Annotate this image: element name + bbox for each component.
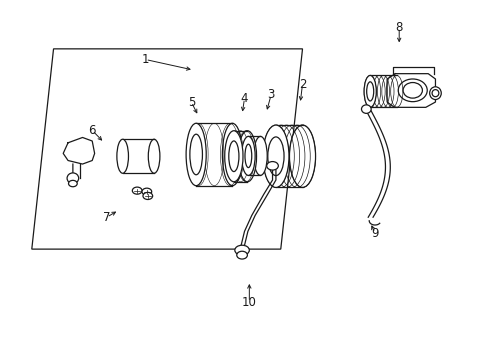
Ellipse shape	[186, 123, 206, 186]
Ellipse shape	[238, 131, 256, 182]
Text: 1: 1	[142, 53, 149, 66]
Text: 5: 5	[187, 95, 195, 108]
Text: 3: 3	[267, 89, 274, 102]
Ellipse shape	[429, 87, 440, 100]
Ellipse shape	[236, 251, 247, 259]
Ellipse shape	[266, 162, 278, 170]
Ellipse shape	[224, 131, 243, 182]
Ellipse shape	[142, 188, 151, 195]
Text: 2: 2	[298, 78, 305, 91]
Text: 10: 10	[242, 296, 256, 309]
Ellipse shape	[67, 173, 79, 184]
Text: 8: 8	[395, 21, 402, 34]
Ellipse shape	[132, 187, 142, 194]
Ellipse shape	[263, 125, 288, 188]
Ellipse shape	[117, 139, 128, 173]
Ellipse shape	[142, 192, 152, 199]
Text: 9: 9	[370, 227, 378, 240]
Ellipse shape	[68, 180, 77, 187]
Ellipse shape	[222, 123, 242, 186]
Text: 4: 4	[240, 92, 248, 105]
Ellipse shape	[234, 245, 249, 255]
Text: 6: 6	[88, 124, 96, 137]
Ellipse shape	[148, 139, 160, 173]
Ellipse shape	[364, 76, 376, 107]
Ellipse shape	[241, 136, 255, 175]
Ellipse shape	[253, 136, 266, 175]
Ellipse shape	[361, 105, 370, 113]
Text: 7: 7	[103, 211, 110, 224]
Ellipse shape	[289, 125, 315, 188]
